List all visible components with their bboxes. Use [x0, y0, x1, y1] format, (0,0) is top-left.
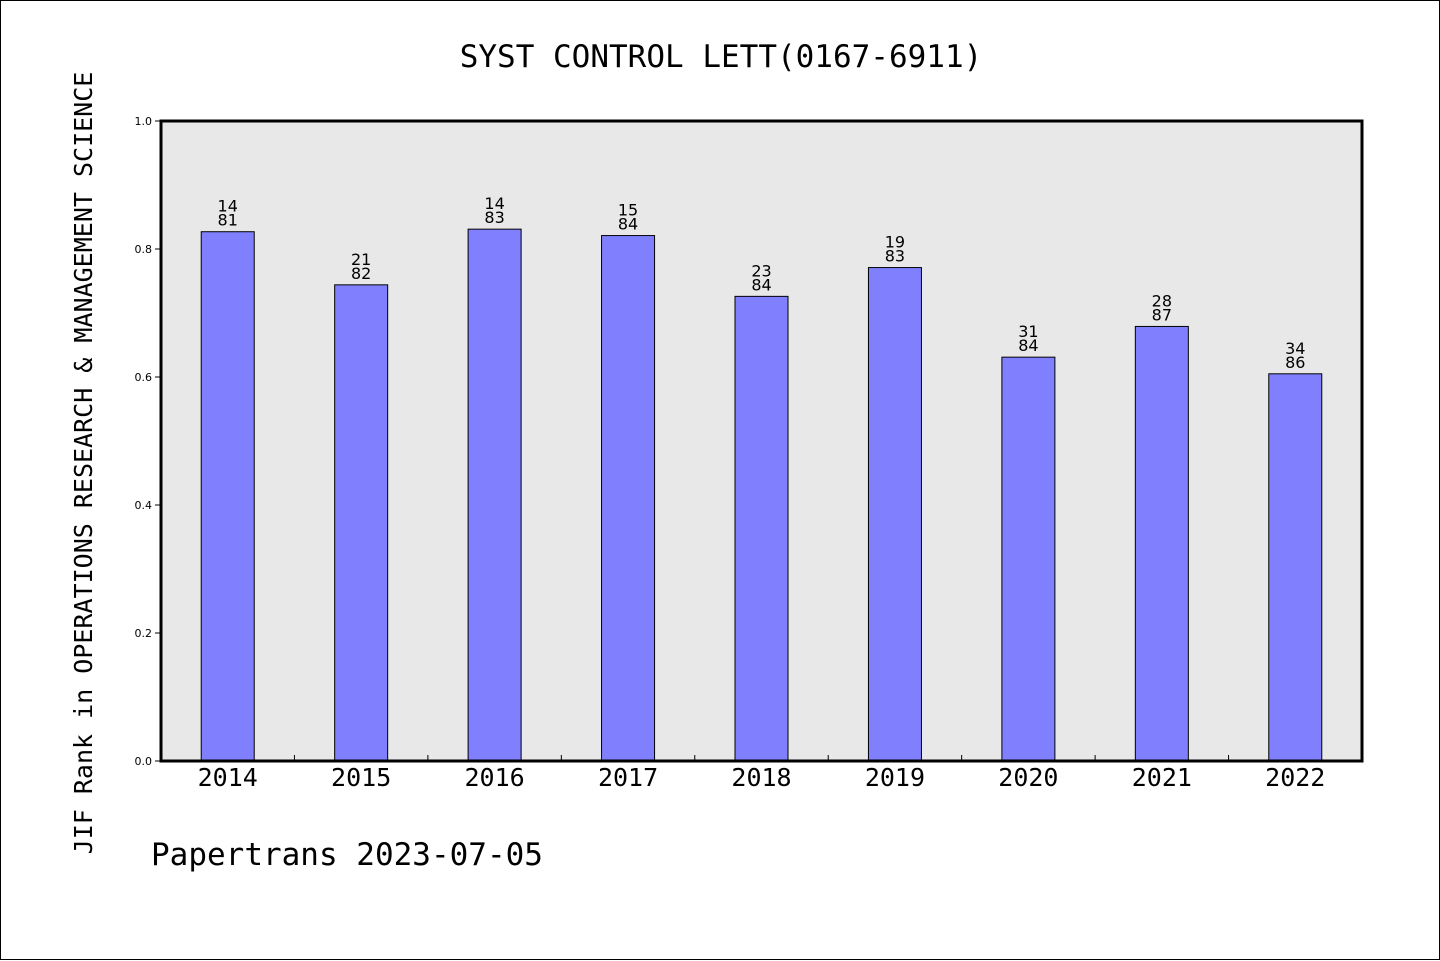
- x-tick-label-2022: 2022: [1265, 763, 1325, 792]
- y-tick-label-1.0: 1.0: [135, 115, 153, 128]
- bar-total-label-2016: 83: [484, 208, 504, 227]
- x-tick-label-2015: 2015: [331, 763, 391, 792]
- chart-title: SYST CONTROL LETT(0167-6911): [460, 39, 983, 75]
- bar-total-label-2018: 84: [751, 275, 771, 294]
- bar-2021: [1134, 325, 1189, 762]
- y-tick-label-0.4: 0.4: [135, 499, 153, 512]
- y-axis-label: JIF Rank in OPERATIONS RESEARCH & MANAGE…: [69, 72, 98, 855]
- ticks-layer: 2014 2015 2016 2017 2018 2019 2020 2021 2022 0.0 0…: [135, 115, 1326, 792]
- bar-total-label-2021: 87: [1152, 305, 1172, 324]
- bar-2020: [1001, 356, 1056, 762]
- bar-rank-label-2016: 14: [484, 194, 504, 213]
- x-tick-label-2014: 2014: [198, 763, 258, 792]
- y-tick-label-0.8: 0.8: [135, 243, 153, 256]
- bar-rank-label-2014: 14: [218, 197, 238, 216]
- bar-rank-label-2022: 34: [1285, 339, 1305, 358]
- bar-total-label-2020: 84: [1018, 336, 1038, 355]
- bar-2017: [601, 235, 656, 762]
- bar-rank-label-2018: 23: [751, 261, 771, 280]
- y-tick-label-0.0: 0.0: [135, 755, 153, 768]
- bar-2016: [467, 228, 522, 762]
- bar-rank-label-2019: 19: [885, 233, 905, 252]
- plot-border: [159, 119, 1364, 763]
- bar-total-label-2015: 82: [351, 264, 371, 283]
- bar-total-label-2022: 86: [1285, 353, 1305, 372]
- bar-rank-label-2015: 21: [351, 250, 371, 269]
- x-tick-label-2019: 2019: [865, 763, 925, 792]
- x-tick-label-2017: 2017: [598, 763, 658, 792]
- y-tick-label-0.6: 0.6: [135, 371, 153, 384]
- x-tick-label-2021: 2021: [1132, 763, 1192, 792]
- y-tick-label-0.2: 0.2: [135, 627, 153, 640]
- x-tick-label-2016: 2016: [465, 763, 525, 792]
- bar-2022: [1268, 373, 1323, 762]
- bar-2014: [200, 231, 255, 762]
- bar-rank-label-2021: 28: [1152, 291, 1172, 310]
- bar-2019: [867, 267, 922, 762]
- footer-credit: Papertrans 2023-07-05: [151, 837, 543, 873]
- bar-total-label-2014: 81: [218, 211, 238, 230]
- bar-total-label-2017: 84: [618, 215, 638, 234]
- bar-2015: [334, 284, 389, 762]
- bar-rank-label-2020: 31: [1018, 322, 1038, 341]
- bar-2018: [734, 295, 789, 762]
- bar-rank-label-2017: 15: [618, 201, 638, 220]
- x-tick-label-2018: 2018: [731, 763, 791, 792]
- bar-total-label-2019: 83: [885, 247, 905, 266]
- x-tick-label-2020: 2020: [998, 763, 1058, 792]
